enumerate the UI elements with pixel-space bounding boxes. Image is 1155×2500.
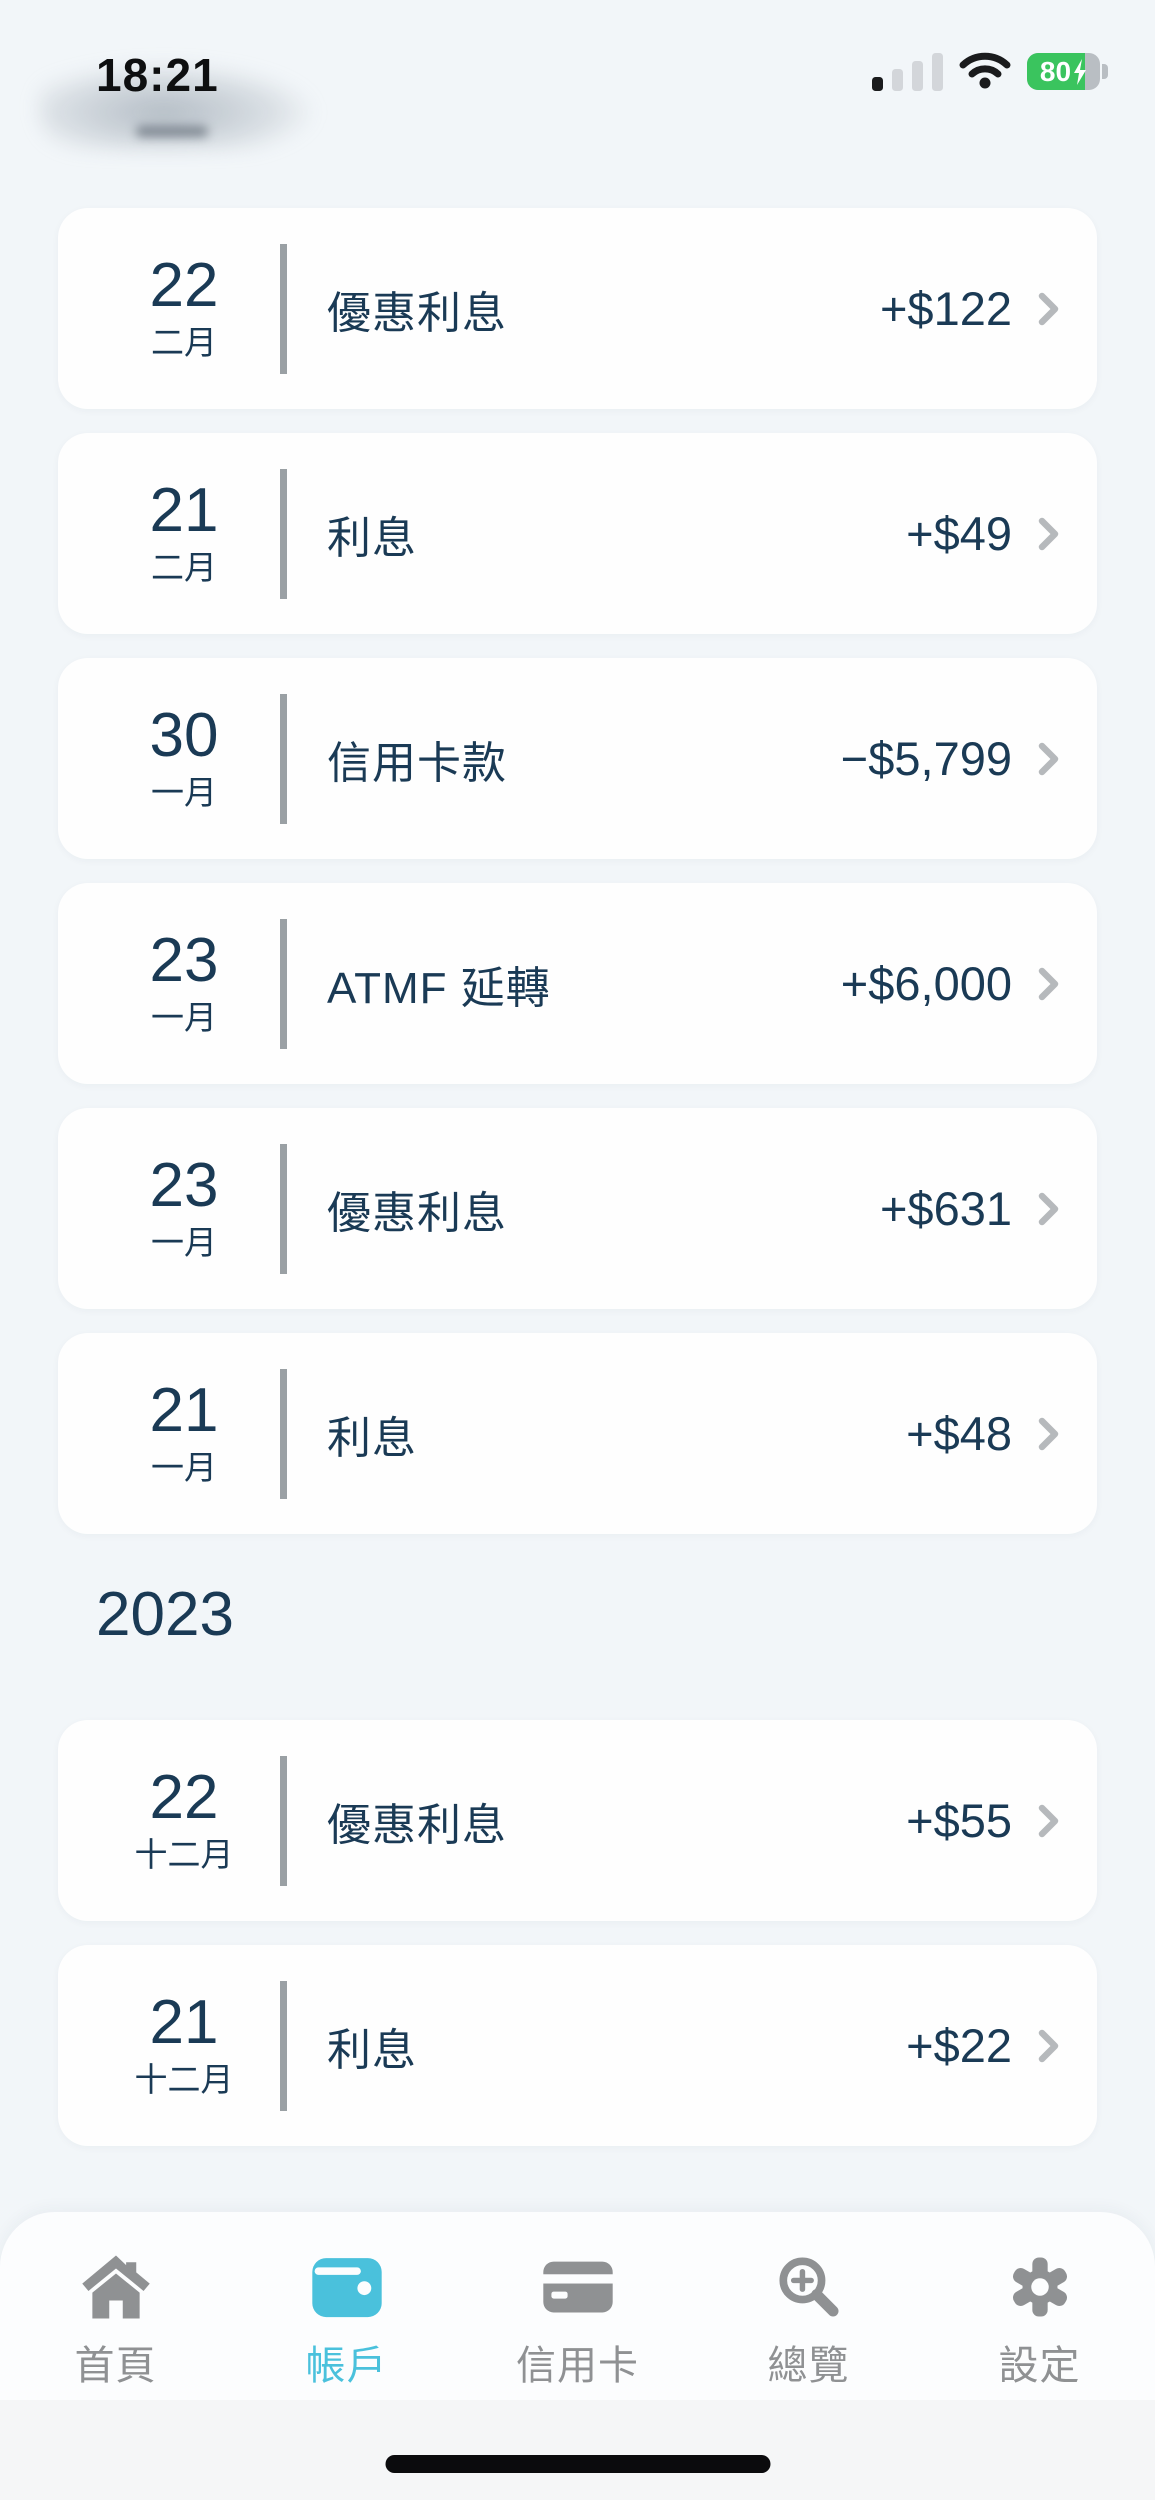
- transaction-month: 二月: [151, 548, 217, 586]
- transaction-day: 21: [149, 1987, 219, 2057]
- transaction-month: 一月: [151, 998, 217, 1036]
- transaction-date: 22 十二月: [114, 1762, 254, 1878]
- chevron-right-icon: [1038, 742, 1059, 775]
- transaction-amount: +$22: [906, 2019, 1012, 2072]
- status-icons: 80: [872, 50, 1108, 91]
- tab-label: 信用卡: [516, 2344, 639, 2388]
- row-divider: [280, 243, 287, 374]
- tab-credit-cards[interactable]: 信用卡: [462, 2212, 693, 2400]
- transaction-date: 22 二月: [114, 250, 254, 366]
- transaction-date: 30 一月: [114, 700, 254, 816]
- transaction-amount: +$48: [906, 1407, 1012, 1460]
- row-divider: [280, 1980, 287, 2111]
- transaction-month: 十二月: [134, 2060, 234, 2098]
- transaction-date: 23 一月: [114, 1150, 254, 1266]
- transaction-title: ATMF 延轉: [327, 963, 551, 1013]
- transaction-row[interactable]: 30 一月 信用卡款 −$5,799: [58, 658, 1097, 859]
- transaction-month: 二月: [151, 323, 217, 361]
- transaction-title: 優惠利息: [327, 288, 507, 338]
- status-bar: 18:21 80: [0, 0, 1155, 130]
- transaction-month: 十二月: [134, 1835, 234, 1873]
- tab-home[interactable]: 首頁: [0, 2212, 231, 2400]
- home-indicator[interactable]: [385, 2455, 770, 2473]
- tab-label: 總覽: [767, 2344, 850, 2388]
- gear-icon: [1001, 2248, 1079, 2326]
- transaction-row[interactable]: 21 十二月 利息 +$22: [58, 1945, 1097, 2146]
- row-divider: [280, 1755, 287, 1886]
- transaction-row[interactable]: 23 一月 優惠利息 +$631: [58, 1108, 1097, 1309]
- transaction-day: 23: [149, 1150, 219, 1220]
- tab-label: 帳戶: [305, 2344, 388, 2388]
- chevron-right-icon: [1038, 1417, 1059, 1450]
- transaction-month: 一月: [151, 1448, 217, 1486]
- wifi-icon: [959, 52, 1011, 89]
- tab-settings[interactable]: 設定: [924, 2212, 1155, 2400]
- chevron-right-icon: [1038, 1192, 1059, 1225]
- transaction-amount: −$5,799: [840, 732, 1012, 785]
- transaction-title: 利息: [327, 1413, 417, 1463]
- transaction-day: 30: [149, 700, 219, 770]
- year-header: 2023: [96, 1580, 234, 1649]
- status-time: 18:21: [96, 49, 219, 101]
- cellular-signal-icon: [872, 53, 943, 91]
- transaction-month: 一月: [151, 773, 217, 811]
- wallet-icon: [308, 2248, 386, 2326]
- row-divider: [280, 468, 287, 599]
- home-icon: [77, 2248, 155, 2326]
- transaction-day: 23: [149, 925, 219, 995]
- transaction-day: 22: [149, 1762, 219, 1832]
- tab-label: 首頁: [74, 2344, 157, 2388]
- transaction-date: 21 十二月: [114, 1987, 254, 2103]
- credit-card-icon: [539, 2248, 617, 2326]
- transaction-day: 22: [149, 250, 219, 320]
- transaction-title: 優惠利息: [327, 1188, 507, 1238]
- transaction-date: 21 一月: [114, 1375, 254, 1491]
- chevron-right-icon: [1038, 1804, 1059, 1837]
- transaction-title: 優惠利息: [327, 1800, 507, 1850]
- row-divider: [280, 1368, 287, 1499]
- row-divider: [280, 1143, 287, 1274]
- chevron-right-icon: [1038, 2029, 1059, 2062]
- transaction-month: 一月: [151, 1223, 217, 1261]
- transaction-amount: +$55: [906, 1794, 1012, 1847]
- transaction-row[interactable]: 21 一月 利息 +$48: [58, 1333, 1097, 1534]
- blurred-account-title: [38, 60, 338, 150]
- transaction-amount: +$6,000: [840, 957, 1012, 1010]
- battery-percent: 80: [1039, 55, 1072, 87]
- transaction-row[interactable]: 23 一月 ATMF 延轉 +$6,000: [58, 883, 1097, 1084]
- row-divider: [280, 918, 287, 1049]
- row-divider: [280, 693, 287, 824]
- chevron-right-icon: [1038, 967, 1059, 1000]
- tab-label: 設定: [998, 2344, 1081, 2388]
- transaction-amount: +$631: [879, 1182, 1012, 1235]
- transaction-title: 利息: [327, 2025, 417, 2075]
- blur-tick: [136, 126, 208, 137]
- chevron-right-icon: [1038, 517, 1059, 550]
- transaction-row[interactable]: 21 二月 利息 +$49: [58, 433, 1097, 634]
- transaction-date: 21 二月: [114, 475, 254, 591]
- transaction-title: 信用卡款: [327, 738, 507, 788]
- battery-indicator: 80: [1027, 53, 1108, 90]
- bottom-strip: [0, 2400, 1155, 2500]
- chevron-right-icon: [1038, 292, 1059, 325]
- battery-cap: [1102, 64, 1108, 79]
- search-plus-icon: [770, 2248, 848, 2326]
- battery-bolt-icon: [1074, 58, 1087, 85]
- transaction-list: 22 二月 優惠利息 +$122 21 二月 利息 +$49 30 一月 信用卡…: [58, 208, 1097, 2146]
- transaction-row[interactable]: 22 二月 優惠利息 +$122: [58, 208, 1097, 409]
- transaction-day: 21: [149, 475, 219, 545]
- transaction-date: 23 一月: [114, 925, 254, 1041]
- transaction-amount: +$122: [879, 282, 1012, 335]
- tab-bar: 首頁 帳戶 信用卡 總覽 設定: [0, 2212, 1155, 2400]
- transaction-title: 利息: [327, 513, 417, 563]
- tab-accounts[interactable]: 帳戶: [231, 2212, 462, 2400]
- transaction-day: 21: [149, 1375, 219, 1445]
- tab-overview[interactable]: 總覽: [693, 2212, 924, 2400]
- transaction-row[interactable]: 22 十二月 優惠利息 +$55: [58, 1720, 1097, 1921]
- transaction-amount: +$49: [906, 507, 1012, 560]
